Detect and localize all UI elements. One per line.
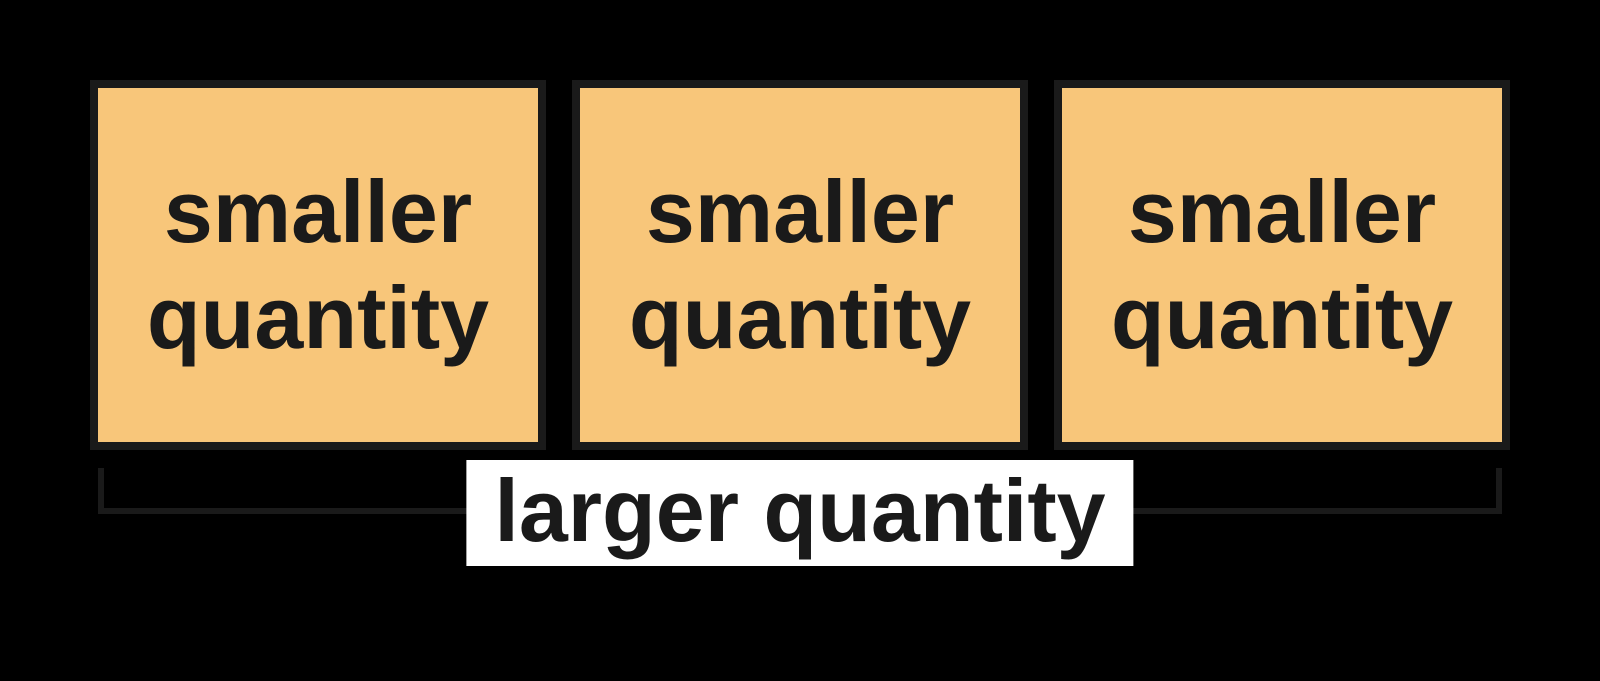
box-label-line1: smaller: [646, 159, 954, 265]
box-label-line1: smaller: [164, 159, 472, 265]
quantity-box: smaller quantity: [90, 80, 546, 450]
bracket-label: larger quantity: [466, 460, 1133, 566]
box-label-line2: quantity: [147, 265, 489, 371]
bracket-end-right: [1496, 468, 1502, 514]
box-label-line2: quantity: [1111, 265, 1453, 371]
quantity-box: smaller quantity: [1054, 80, 1510, 450]
box-label-line1: smaller: [1128, 159, 1436, 265]
box-label-line2: quantity: [629, 265, 971, 371]
bar-model-diagram: smaller quantity smaller quantity smalle…: [90, 80, 1510, 588]
summary-bracket: larger quantity: [90, 468, 1510, 588]
boxes-row: smaller quantity smaller quantity smalle…: [90, 80, 1510, 450]
quantity-box: smaller quantity: [572, 80, 1028, 450]
